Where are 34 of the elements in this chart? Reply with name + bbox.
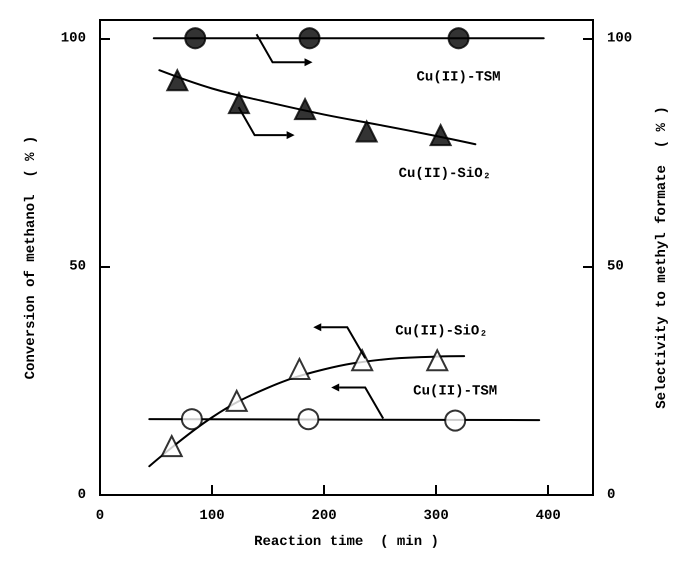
text: Cu(II)-TSM — [416, 69, 501, 86]
point — [430, 124, 452, 146]
point — [180, 408, 203, 430]
point — [298, 27, 321, 50]
y-tick-label: 100 — [60, 30, 86, 46]
point — [288, 358, 310, 380]
text: Cu(II)-SiO₂ — [398, 166, 492, 182]
point — [160, 435, 183, 458]
point — [356, 120, 378, 142]
point — [444, 410, 466, 432]
point — [426, 349, 448, 372]
x-tick-label: 100 — [199, 508, 225, 524]
point — [166, 69, 188, 92]
point — [351, 349, 374, 372]
y-tick-label: 50 — [69, 258, 86, 275]
y2-axis-title: Selectivity to methyl formate ( % ) — [654, 106, 670, 409]
x-tick-label: 200 — [311, 508, 337, 524]
x-tick-label: 400 — [536, 508, 561, 524]
series-label: Cu(II)-TSM — [413, 384, 498, 400]
x-tick-label: 0 — [96, 508, 104, 524]
point — [184, 27, 206, 50]
point — [294, 98, 316, 120]
point — [297, 408, 320, 430]
y2-tick-label: 50 — [607, 258, 624, 275]
x-tick-label: 300 — [424, 508, 449, 524]
y-tick-label: 0 — [78, 487, 86, 503]
y2-tick-label: 0 — [607, 487, 616, 503]
point — [228, 92, 250, 114]
point — [226, 390, 248, 412]
point — [448, 27, 470, 50]
y2-tick-label: 100 — [607, 30, 632, 46]
y-axis-title: Conversion of methanol ( % ) — [23, 136, 39, 380]
x-axis-title: Reaction time ( min ) — [254, 534, 439, 550]
series-label: Cu(II)-SiO₂ — [395, 323, 488, 340]
